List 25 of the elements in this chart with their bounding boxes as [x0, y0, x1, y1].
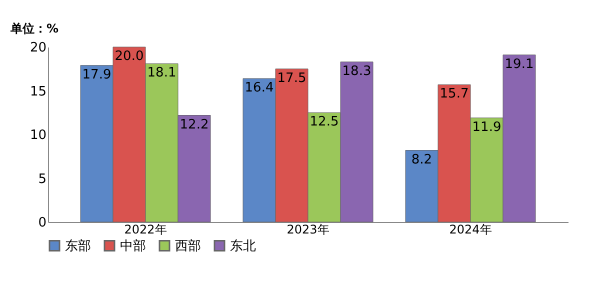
data-label: 18.3 [342, 64, 372, 79]
data-label: 8.2 [411, 152, 432, 168]
data-label: 19.1 [504, 56, 534, 72]
legend-label: 东部 [65, 238, 91, 254]
legend-label: 东北 [230, 238, 256, 254]
y-tick-label: 20 [30, 40, 46, 56]
data-label: 11.9 [472, 120, 502, 135]
data-label: 12.5 [310, 114, 339, 130]
y-tick-label: 0 [38, 216, 46, 230]
data-label: 20.0 [114, 49, 144, 64]
data-label: 12.2 [180, 117, 209, 132]
data-label: 18.1 [147, 66, 176, 81]
x-tick-label: 2022年 [124, 222, 167, 236]
data-label: 17.9 [82, 67, 112, 82]
data-label: 15.7 [440, 86, 469, 102]
y-tick-label: 5 [38, 172, 46, 187]
y-axis-title: 单位：% [10, 22, 59, 36]
data-label: 17.5 [277, 70, 306, 86]
x-tick-label: 2024年 [449, 222, 492, 236]
y-tick-label: 10 [30, 128, 46, 143]
legend-label: 中部 [120, 238, 146, 254]
y-tick-label: 15 [30, 84, 46, 100]
x-tick-label: 2023年 [286, 222, 330, 236]
legend-label: 西部 [175, 238, 201, 254]
data-label: 16.4 [244, 80, 274, 96]
